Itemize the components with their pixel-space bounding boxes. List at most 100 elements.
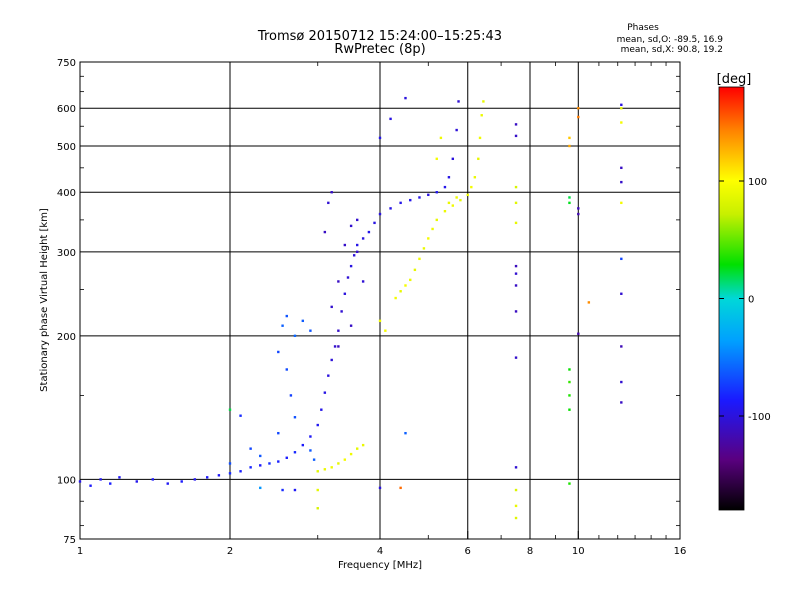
data-point <box>277 431 280 435</box>
y-tick-label: 750 <box>57 58 76 69</box>
data-point <box>293 488 297 492</box>
data-point <box>577 332 580 335</box>
data-point <box>399 486 402 490</box>
data-point <box>285 456 288 459</box>
data-point <box>259 486 262 490</box>
data-point <box>312 458 316 461</box>
data-point <box>281 488 284 492</box>
data-point <box>337 280 340 283</box>
data-point <box>404 284 407 287</box>
data-point <box>355 218 359 222</box>
data-point <box>577 207 580 210</box>
data-point <box>389 207 392 210</box>
x-axis-ticks: 1 2 4 6 8 10 16 <box>77 62 686 557</box>
data-point <box>373 221 376 225</box>
data-point <box>337 329 340 332</box>
grid-lines <box>80 62 680 539</box>
data-point <box>330 358 333 362</box>
data-point <box>514 284 518 287</box>
data-point <box>439 136 443 140</box>
data-point <box>577 107 580 110</box>
y-tick-label: 75 <box>63 535 76 546</box>
data-point <box>355 447 359 450</box>
data-point <box>289 394 293 397</box>
data-point <box>320 408 323 411</box>
colorbar-label: [deg] <box>717 72 752 87</box>
data-point <box>349 324 353 327</box>
data-point <box>514 504 518 508</box>
y-tick-label: 100 <box>57 475 76 486</box>
x-tick-label: 2 <box>227 546 233 557</box>
data-point <box>378 319 382 323</box>
data-point <box>443 185 447 189</box>
data-point <box>99 478 102 481</box>
data-point <box>239 414 242 417</box>
data-point <box>293 451 297 454</box>
data-point <box>193 478 197 481</box>
data-point <box>451 204 455 207</box>
data-point <box>422 247 426 250</box>
data-point <box>435 191 438 194</box>
data-point <box>340 310 343 313</box>
data-point <box>514 310 518 313</box>
data-point <box>459 198 462 202</box>
data-point <box>349 224 353 228</box>
data-point <box>349 452 353 456</box>
colorbar-tick-label: 0 <box>748 295 754 306</box>
x-tick-label: 8 <box>527 546 533 557</box>
plot-area <box>78 61 681 540</box>
data-point <box>620 103 623 107</box>
data-point <box>316 507 319 510</box>
data-point <box>404 96 407 100</box>
colorbar-ticks: 100 0 -100 <box>719 177 771 423</box>
data-point <box>361 443 365 447</box>
data-point <box>514 272 518 275</box>
y-axis-ticks: 75 100 200 300 400 500 600 750 <box>57 58 680 546</box>
y-tick-label: 200 <box>57 332 76 343</box>
data-point <box>568 144 571 148</box>
data-point <box>309 449 312 452</box>
data-point <box>249 447 252 450</box>
data-point <box>384 329 387 332</box>
data-point <box>301 319 305 323</box>
data-point <box>180 480 183 483</box>
data-point <box>228 472 232 475</box>
data-point <box>620 401 623 404</box>
data-point <box>228 462 232 465</box>
data-point <box>285 314 288 318</box>
data-point <box>457 100 460 103</box>
data-point <box>466 193 469 197</box>
chart-title: Tromsø 20150712 15:24:00–15:25:43 <box>257 29 502 44</box>
data-point <box>620 201 623 205</box>
data-point <box>404 431 407 435</box>
data-point <box>620 107 623 110</box>
data-point <box>418 196 421 199</box>
data-point <box>277 350 280 354</box>
data-point <box>330 466 333 469</box>
data-point <box>343 243 347 247</box>
data-point <box>293 416 297 419</box>
data-point <box>427 193 430 197</box>
data-point <box>482 100 485 103</box>
data-point <box>285 368 288 371</box>
data-point <box>109 482 112 485</box>
data-point <box>587 301 591 304</box>
y-tick-label: 300 <box>57 248 76 259</box>
data-point <box>620 257 623 261</box>
x-tick-label: 1 <box>77 546 83 557</box>
data-point <box>620 345 623 348</box>
data-point <box>451 157 455 161</box>
data-point <box>323 391 327 394</box>
data-point <box>577 212 580 216</box>
data-point <box>577 115 580 119</box>
data-point <box>316 423 319 427</box>
data-point <box>323 230 327 234</box>
data-point <box>399 290 402 293</box>
x-tick-label: 4 <box>377 546 383 557</box>
data-point <box>301 443 305 447</box>
data-point <box>399 201 402 205</box>
data-point <box>473 176 477 179</box>
data-point <box>568 482 571 485</box>
data-point <box>349 264 353 268</box>
data-point <box>323 468 327 471</box>
